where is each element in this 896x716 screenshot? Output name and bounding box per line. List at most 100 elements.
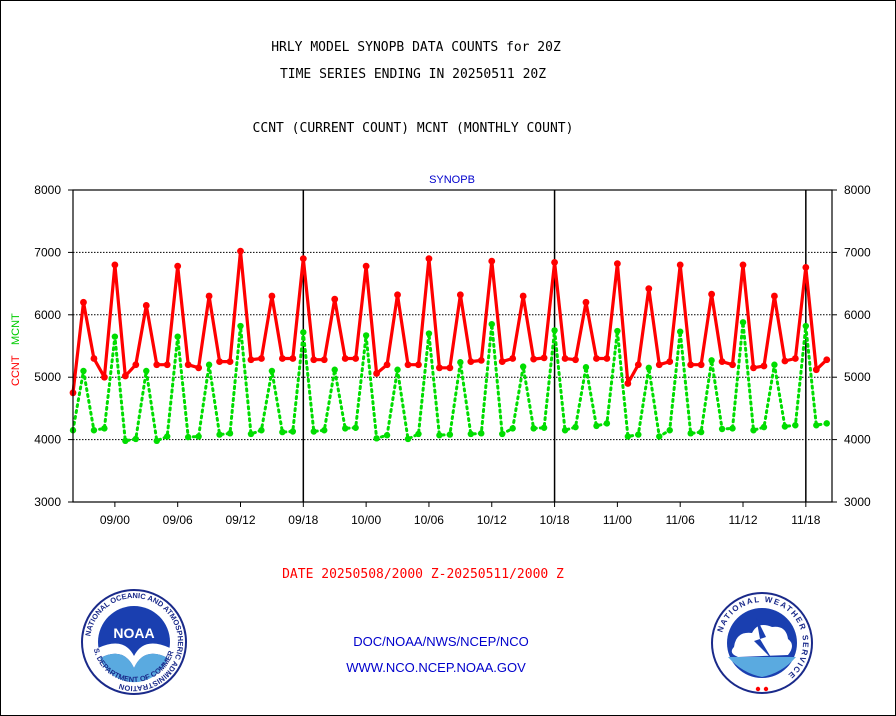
- x-tick-label: 11/18: [791, 513, 820, 527]
- data-point-mcnt: [310, 428, 317, 435]
- data-point-ccnt: [404, 361, 412, 369]
- data-point-mcnt: [362, 332, 370, 339]
- data-point-mcnt: [635, 431, 642, 438]
- chart-title-line2: TIME SERIES ENDING IN 20250511 20Z: [280, 67, 546, 82]
- chart-subtitle: CCNT (CURRENT COUNT) MCNT (MONTHLY COUNT…: [253, 121, 574, 136]
- data-point-mcnt: [697, 428, 705, 436]
- x-tick-label: 10/18: [540, 513, 570, 527]
- y-tick-label-left: 8000: [34, 183, 61, 197]
- y-ticks: 3000 3000 4000 4000 5000 5000 6000 6000 7000 7000…: [34, 183, 871, 509]
- data-point-mcnt: [802, 322, 810, 330]
- data-point-mcnt: [708, 357, 715, 364]
- data-point-ccnt: [456, 291, 464, 299]
- data-point-ccnt: [613, 260, 621, 268]
- data-point-ccnt: [603, 355, 611, 362]
- data-point-ccnt: [352, 355, 360, 362]
- data-point-ccnt: [258, 355, 265, 362]
- data-point-ccnt: [436, 364, 443, 372]
- org-path-link[interactable]: DOC/NOAA/NWS/NCEP/NCO: [353, 634, 529, 649]
- data-point-mcnt: [729, 425, 736, 432]
- data-point-ccnt: [184, 361, 192, 369]
- grid-lines: [73, 251, 832, 441]
- data-point-ccnt: [132, 361, 140, 369]
- data-point-ccnt: [561, 355, 569, 362]
- data-point-mcnt: [823, 420, 830, 427]
- data-point-ccnt: [488, 257, 496, 265]
- data-point-ccnt: [676, 261, 684, 269]
- data-point-mcnt: [394, 366, 401, 373]
- data-point-mcnt: [216, 431, 223, 438]
- y-tick-label-right: 5000: [844, 370, 871, 384]
- data-point-ccnt: [331, 295, 339, 303]
- chart-title-line1: HRLY MODEL SYNOPB DATA COUNTS for 20Z: [271, 40, 561, 55]
- y-tick-label-left: 6000: [34, 308, 61, 322]
- data-point-mcnt: [279, 428, 286, 436]
- data-point-ccnt: [791, 355, 799, 362]
- data-point-ccnt: [299, 255, 307, 263]
- data-point-mcnt: [530, 425, 537, 432]
- data-point-mcnt: [645, 364, 652, 372]
- x-ticks: 09/00 09/06 09/12 09/18 10/00 10/06 10/12 10/18…: [100, 502, 821, 527]
- data-point-ccnt: [310, 356, 318, 364]
- plot-frame: [72, 189, 833, 503]
- data-point-ccnt: [237, 247, 244, 255]
- data-point-mcnt: [237, 322, 244, 330]
- noaa-logo[interactable]: NOAA NATIONAL OCEANIC AND ATMOSPHERIC AD…: [81, 589, 187, 695]
- y-tick-label-left: 5000: [34, 370, 61, 384]
- data-point-mcnt: [687, 430, 694, 437]
- y-tick-label-right: 6000: [844, 308, 871, 322]
- data-point-mcnt: [184, 433, 192, 441]
- y-tick-label-right: 7000: [844, 245, 871, 259]
- day-boundary-lines: [302, 190, 807, 502]
- data-point-mcnt: [467, 430, 475, 438]
- data-point-ccnt: [802, 263, 810, 271]
- data-point-mcnt: [132, 435, 140, 443]
- ylabel-ccnt: CCNT: [10, 355, 22, 386]
- data-point-mcnt: [205, 361, 213, 368]
- data-point-ccnt: [655, 361, 663, 369]
- data-point-mcnt: [656, 433, 663, 440]
- data-point-ccnt: [760, 362, 768, 370]
- data-point-ccnt: [247, 356, 255, 364]
- data-point-ccnt: [205, 292, 213, 300]
- x-tick-label: 09/00: [100, 513, 130, 527]
- data-point-ccnt: [446, 364, 454, 372]
- data-point-mcnt: [258, 427, 265, 434]
- x-tick-label: 10/06: [414, 513, 444, 527]
- data-point-mcnt: [540, 424, 548, 431]
- data-point-ccnt: [718, 358, 726, 365]
- data-point-ccnt: [80, 298, 87, 306]
- data-point-mcnt: [750, 427, 757, 434]
- data-point-mcnt: [760, 423, 768, 431]
- data-point-mcnt: [561, 427, 569, 434]
- data-point-ccnt: [195, 364, 203, 372]
- data-point-ccnt: [739, 261, 747, 269]
- data-point-ccnt: [467, 358, 475, 365]
- x-tick-label: 09/12: [225, 513, 255, 527]
- data-point-mcnt: [289, 428, 297, 435]
- y-tick-label-right: 8000: [844, 183, 871, 197]
- data-point-mcnt: [352, 424, 359, 431]
- data-point-mcnt: [624, 433, 632, 440]
- x-tick-label: 11/12: [728, 513, 757, 527]
- data-point-mcnt: [153, 437, 160, 445]
- data-point-mcnt: [478, 430, 485, 437]
- data-point-ccnt: [697, 361, 705, 369]
- data-point-mcnt: [164, 433, 171, 440]
- nws-logo[interactable]: NATIONAL WEATHER SERVICE: [711, 592, 813, 694]
- data-point-ccnt: [90, 355, 98, 362]
- website-link[interactable]: WWW.NCO.NCEP.NOAA.GOV: [346, 660, 526, 675]
- data-point-mcnt: [551, 327, 558, 334]
- data-point-mcnt: [813, 422, 820, 429]
- data-point-mcnt: [300, 329, 307, 336]
- data-point-ccnt: [320, 356, 328, 364]
- data-point-mcnt: [425, 330, 433, 337]
- data-point-mcnt: [436, 432, 443, 439]
- data-point-ccnt: [425, 255, 433, 263]
- data-point-ccnt: [666, 358, 674, 365]
- data-point-mcnt: [122, 437, 129, 445]
- x-tick-label: 10/00: [351, 513, 381, 527]
- data-point-mcnt: [677, 328, 684, 335]
- ylabel-mcnt: MCNT: [10, 313, 22, 345]
